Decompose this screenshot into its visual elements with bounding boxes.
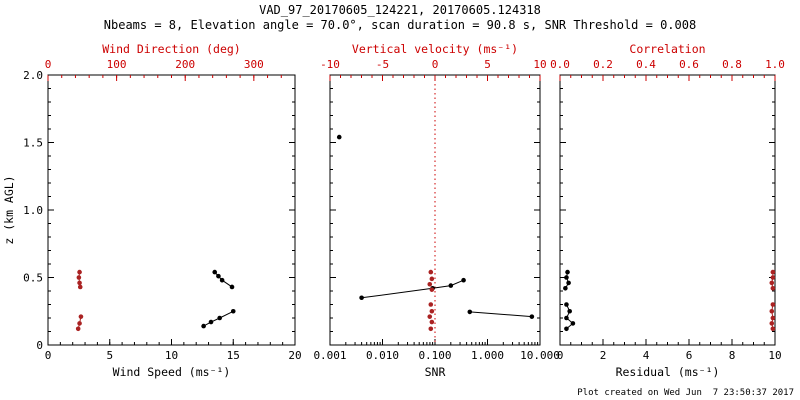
snr-panel: 0.001 0.010 0.100 1.000 10.000 SNR -10 -5 0 5 10 Ve… — [313, 42, 559, 379]
series-residual-upper — [563, 269, 571, 291]
svg-text:2: 2 — [600, 349, 607, 362]
svg-text:1.5: 1.5 — [23, 137, 43, 150]
series-wind-direction-lower — [75, 314, 84, 332]
series-snr-upper-line — [359, 277, 466, 301]
plot-created-timestamp: Plot created on Wed Jun 7 23:50:37 2017 — [577, 388, 794, 398]
svg-text:0.4: 0.4 — [636, 58, 656, 71]
svg-text:1.000: 1.000 — [471, 349, 504, 362]
svg-text:2.0: 2.0 — [23, 69, 43, 82]
svg-text:4: 4 — [643, 349, 650, 362]
series-correlation-lower — [769, 302, 776, 332]
wind-panel: 0 5 10 15 20 Wind Speed (ms⁻¹) 0 100 200 300 Wind … — [2, 42, 302, 379]
series-residual-lower — [564, 302, 576, 332]
svg-text:10: 10 — [533, 58, 546, 71]
svg-text:200: 200 — [175, 58, 195, 71]
svg-text:-5: -5 — [376, 58, 389, 71]
svg-text:0: 0 — [432, 58, 439, 71]
svg-text:10.000: 10.000 — [520, 349, 560, 362]
svg-text:8: 8 — [729, 349, 736, 362]
series-vertical-velocity-lower — [427, 302, 435, 332]
svg-text:0: 0 — [45, 349, 52, 362]
svg-text:6: 6 — [686, 349, 693, 362]
svg-text:0.8: 0.8 — [722, 58, 742, 71]
svg-text:100: 100 — [107, 58, 127, 71]
svg-text:Wind Direction (deg): Wind Direction (deg) — [102, 42, 240, 56]
svg-text:10: 10 — [768, 349, 781, 362]
svg-text:15: 15 — [227, 349, 240, 362]
svg-text:Vertical velocity (ms⁻¹): Vertical velocity (ms⁻¹) — [352, 42, 518, 56]
svg-text:SNR: SNR — [425, 365, 446, 379]
svg-text:Correlation: Correlation — [629, 42, 705, 56]
figure-title: VAD_97_20170605_124221, 20170605.124318 — [259, 3, 541, 17]
svg-text:0.010: 0.010 — [366, 349, 399, 362]
svg-text:5: 5 — [484, 58, 491, 71]
svg-text:-10: -10 — [320, 58, 340, 71]
series-wind-direction-upper — [76, 269, 83, 290]
svg-text:z (km AGL): z (km AGL) — [2, 175, 16, 244]
svg-text:5: 5 — [106, 349, 113, 362]
svg-text:0.100: 0.100 — [418, 349, 451, 362]
svg-text:0.001: 0.001 — [313, 349, 346, 362]
series-vertical-velocity-upper — [427, 269, 435, 292]
residual-panel: 0 2 4 6 8 10 Residual (ms⁻¹) 0.0 0.2 0.4 0.6 0.8 1.0… — [550, 42, 785, 379]
svg-text:0.6: 0.6 — [679, 58, 699, 71]
svg-text:0.5: 0.5 — [23, 272, 43, 285]
series-correlation-upper — [769, 269, 776, 291]
figure-subtitle: Nbeams = 8, Elevation angle = 70.0°, sca… — [103, 18, 697, 32]
series-snr-isolated-point — [336, 134, 342, 140]
svg-text:Wind Speed (ms⁻¹): Wind Speed (ms⁻¹) — [113, 365, 231, 379]
series-wind-speed-upper — [212, 269, 235, 290]
svg-text:10: 10 — [165, 349, 178, 362]
svg-text:1.0: 1.0 — [23, 204, 43, 217]
svg-text:0: 0 — [36, 339, 43, 352]
svg-text:0: 0 — [45, 58, 52, 71]
series-wind-speed-lower — [201, 308, 236, 329]
svg-text:0.0: 0.0 — [550, 58, 570, 71]
svg-text:0.2: 0.2 — [593, 58, 613, 71]
svg-text:Residual (ms⁻¹): Residual (ms⁻¹) — [616, 365, 720, 379]
svg-text:1.0: 1.0 — [765, 58, 785, 71]
svg-text:20: 20 — [288, 349, 301, 362]
series-snr-lower-line — [467, 309, 535, 319]
svg-text:300: 300 — [244, 58, 264, 71]
svg-text:0: 0 — [557, 349, 564, 362]
